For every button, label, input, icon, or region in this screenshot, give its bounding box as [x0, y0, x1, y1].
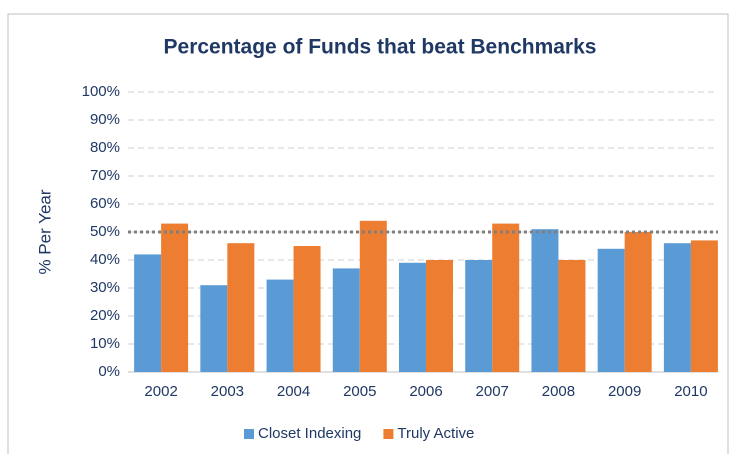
bar: [134, 254, 162, 372]
x-tick-label: 2006: [409, 383, 442, 400]
x-tick-label: 2008: [542, 383, 575, 400]
y-tick-label: 60%: [90, 195, 120, 212]
bar: [399, 262, 426, 372]
bar: [663, 243, 691, 372]
y-tick-label: 70%: [90, 167, 120, 184]
bar: [465, 260, 493, 372]
bar: [690, 240, 718, 372]
bar: [597, 248, 625, 372]
x-tick-label: 2010: [674, 383, 707, 400]
bar: [293, 246, 321, 372]
legend-swatch: [244, 429, 254, 439]
x-tick-label: 2002: [144, 383, 177, 400]
x-tick-label: 2004: [277, 383, 310, 400]
x-tick-label: 2005: [343, 383, 376, 400]
bar: [558, 260, 586, 372]
bar: [624, 232, 652, 372]
legend-label: Truly Active: [397, 425, 474, 442]
bar: [227, 243, 255, 372]
x-tick-label: 2007: [476, 383, 509, 400]
y-axis-label: % Per Year: [35, 189, 54, 274]
y-tick-label: 80%: [90, 139, 120, 156]
y-tick-label: 20%: [90, 307, 120, 324]
x-tick-label: 2009: [608, 383, 641, 400]
bar: [332, 268, 360, 372]
y-tick-label: 0%: [98, 363, 120, 380]
bar: [492, 223, 520, 372]
x-tick-label: 2003: [211, 383, 244, 400]
legend-label: Closet Indexing: [258, 425, 361, 442]
y-tick-label: 40%: [90, 251, 120, 268]
legend-swatch: [383, 429, 394, 439]
bar: [426, 260, 453, 372]
y-tick-label: 100%: [82, 83, 120, 100]
bar: [161, 223, 189, 372]
bar: [200, 285, 228, 372]
y-tick-label: 50%: [90, 223, 120, 240]
bar: [531, 229, 559, 372]
y-tick-label: 10%: [90, 335, 120, 352]
bar: [359, 220, 387, 372]
y-tick-label: 30%: [90, 279, 120, 296]
y-tick-label: 90%: [90, 111, 120, 128]
bar: [266, 279, 294, 372]
chart-title: Percentage of Funds that beat Benchmarks: [164, 36, 597, 59]
